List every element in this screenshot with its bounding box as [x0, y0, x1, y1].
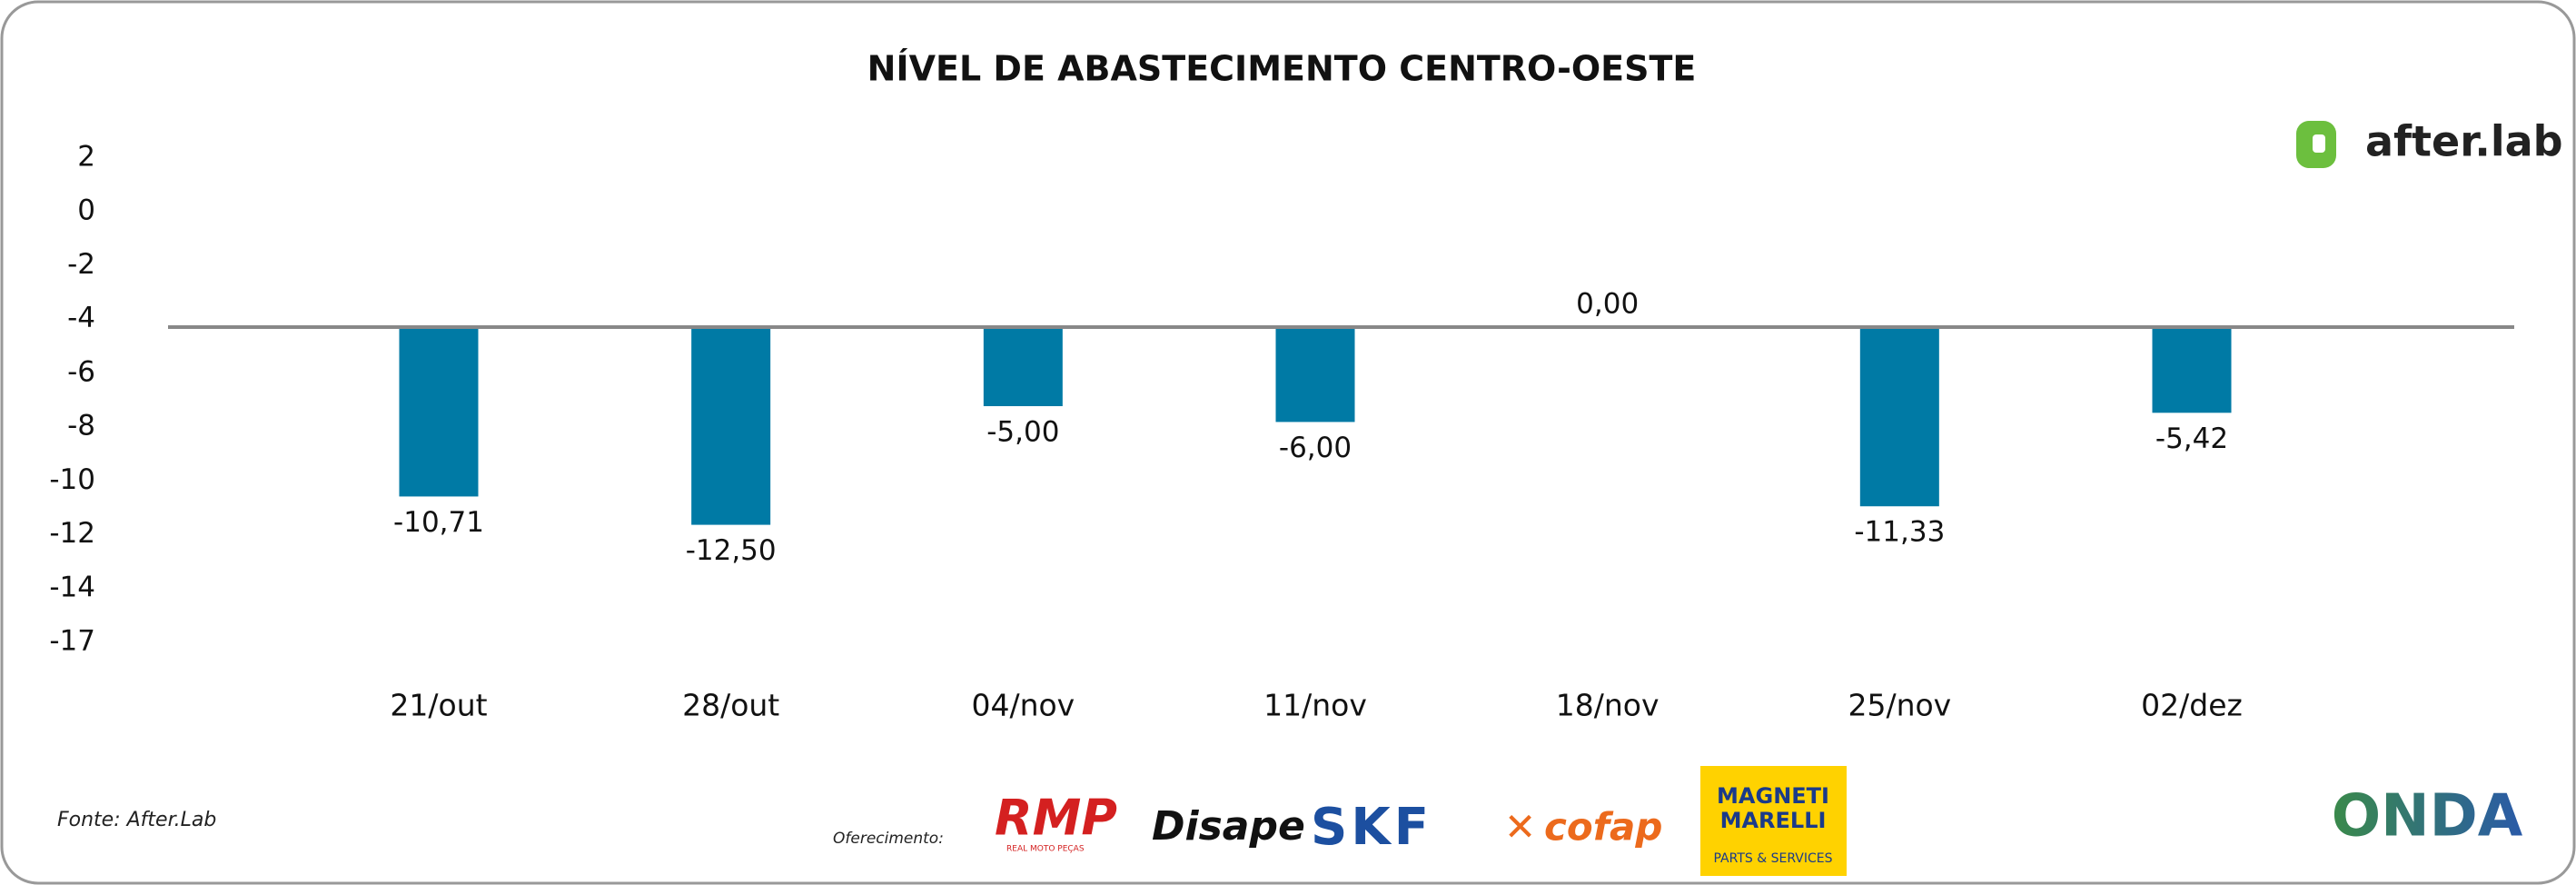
logo-magneti: MAGNETI	[1717, 783, 1829, 809]
bar	[2152, 326, 2232, 413]
logo-disape: Disape	[1152, 803, 1305, 850]
logo-marelli: MARELLI	[1720, 808, 1827, 833]
value-label: -5,00	[986, 416, 1059, 449]
logo-rmp: RMP	[995, 790, 1117, 847]
y-axis-label: -2	[67, 248, 95, 281]
value-label: -11,33	[1854, 516, 1945, 549]
sponsor-label: Oferecimento:	[833, 830, 944, 848]
logo-rmp-sub: REAL MOTO PEÇAS	[1006, 845, 1085, 854]
x-tick-label: 21/out	[390, 688, 487, 723]
bar	[399, 326, 479, 497]
y-axis-label: -14	[49, 571, 95, 603]
bar	[1859, 326, 1939, 507]
bar	[691, 326, 771, 525]
y-axis-label: 2	[77, 141, 95, 174]
x-tick-label: 28/out	[682, 688, 779, 723]
x-tick-label: 04/nov	[971, 688, 1075, 723]
logo-magneti-sub: PARTS & SERVICES	[1714, 851, 1833, 866]
brand-icon-cut	[2313, 134, 2325, 153]
value-label: -5,42	[2155, 423, 2228, 455]
y-axis-label: -4	[67, 302, 95, 334]
y-axis-label: -17	[49, 625, 95, 658]
y-axis-label: 0	[77, 194, 95, 227]
logo-skf: SKF	[1311, 798, 1432, 857]
y-axis-label: -6	[67, 355, 95, 388]
logo-cofap: cofap	[1544, 805, 1662, 850]
chart-title: NÍVEL DE ABASTECIMENTO CENTRO-OESTE	[867, 49, 1697, 89]
value-label: -10,71	[393, 506, 484, 539]
x-tick-label: 02/dez	[2141, 688, 2243, 723]
y-axis-label: -10	[49, 463, 95, 496]
logo-onda: ONDA	[2332, 783, 2523, 850]
x-tick-label: 11/nov	[1263, 688, 1367, 723]
source: Fonte: After.Lab	[57, 809, 216, 831]
x-tick-label: 25/nov	[1848, 688, 1951, 723]
y-axis-label: -8	[67, 410, 95, 442]
bar	[983, 326, 1063, 406]
value-label: 0,00	[1576, 287, 1639, 320]
brand-logo: after.lab	[2365, 117, 2563, 166]
logo-cofap-mark: ✕	[1504, 805, 1536, 850]
value-label: -6,00	[1279, 432, 1352, 464]
logo-magneti-box	[1700, 766, 1847, 876]
bar	[1275, 326, 1355, 423]
y-axis-label: -12	[49, 517, 95, 550]
value-label: -12,50	[686, 534, 777, 567]
x-tick-label: 18/nov	[1556, 688, 1660, 723]
